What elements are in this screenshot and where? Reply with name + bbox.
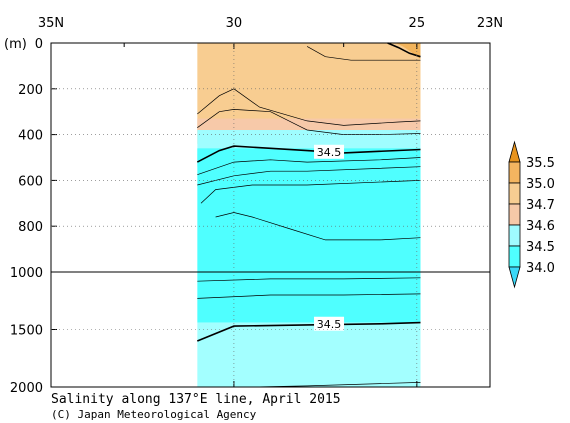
x-tick-label-1: 30 [226,16,243,31]
x-axis-ticks: 35N 30 25 23N [38,16,503,387]
salinity-band-3 [197,148,421,323]
contour-label-1: 34.5 [317,318,342,331]
contour-line-3 [197,157,421,176]
y-tick-label-1: 200 [18,83,43,98]
contour-line-11 [387,42,421,58]
contour-line-7 [197,277,421,282]
colorbar-label-0: 35.5 [526,156,555,171]
contour-line-4 [197,166,421,186]
contour-label-layer: 34.5 34.5 [314,144,345,331]
salinity-band-4 [197,322,421,387]
contour-line-12 [306,46,421,61]
contour-line-10 [252,382,421,388]
colorbar-label-1: 35.0 [526,177,555,192]
salinity-patch-high [394,43,421,60]
contour-line-9 [196,321,421,342]
x-tick-label-2: 25 [409,16,426,31]
colorbar-label-3: 34.6 [526,219,555,234]
x-tick-label-3: 23N [477,16,503,31]
salinity-band-0 [197,43,421,133]
y-tick-label-0: 0 [35,37,43,52]
salinity-fill-layer [197,43,421,387]
color-scale-bar: 35.5 35.0 34.7 34.6 34.5 34.0 [508,140,555,289]
contour-line-0 [197,88,421,126]
y-tick-label-3: 600 [18,174,43,189]
contour-line-layer [196,42,421,388]
contour-line-6 [215,212,421,241]
colorbar-label-2: 34.7 [526,198,555,213]
x-tick-label-0: 35N [38,16,64,31]
y-tick-label-6: 1500 [10,324,43,339]
contour-label-bg-1 [314,316,345,331]
contour-line-8 [197,293,421,299]
y-tick-label-5: 1000 [10,266,43,281]
y-tick-label-2: 400 [18,129,43,144]
contour-label-bg-0 [314,144,345,159]
y-axis-ticks: 0 200 400 600 800 1000 1500 2000 [10,37,490,396]
colorbar-segment-3 [508,224,521,247]
contour-line-1 [197,109,421,135]
y-tick-label-4: 800 [18,220,43,235]
chart-credit: (C) Japan Meteorological Agency [51,408,257,421]
colorbar-segment-0 [508,161,521,184]
chart-title: Salinity along 137°E line, April 2015 [51,392,341,407]
contour-label-0: 34.5 [317,146,342,159]
colorbar-label-4: 34.5 [526,240,555,255]
plot-frame [50,42,491,388]
y-tick-label-7: 2000 [10,381,43,396]
colorbar-top-arrow [508,140,521,163]
colorbar-bottom-arrow [508,266,521,289]
colorbar-segment-2 [508,203,521,226]
contour-line-5 [200,180,421,204]
colorbar-segment-1 [508,182,521,205]
colorbar-label-5: 34.0 [526,261,555,276]
y-axis-unit: (m) [4,37,27,52]
colorbar-segment-4 [508,245,521,268]
